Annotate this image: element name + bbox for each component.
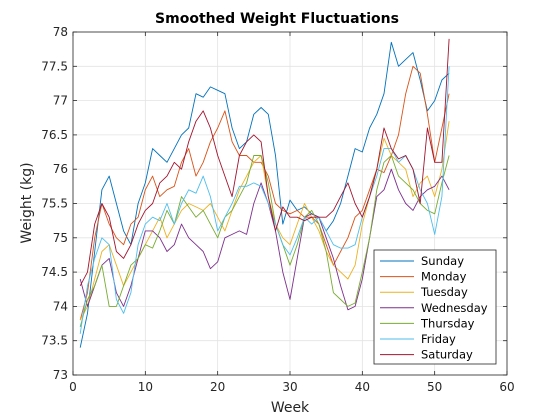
legend-label: Tuesday: [420, 285, 468, 299]
y-tick-label: 74.5: [41, 265, 68, 279]
series-line-saturday: [79, 38, 450, 287]
legend-box: [373, 249, 497, 365]
legend-label: Friday: [421, 332, 456, 346]
y-tick-label: 78: [53, 25, 68, 39]
legend-label: Sunday: [421, 254, 464, 268]
axis-ticks: 0 10 20 30 40 50 60 73 73.5 74 74.5 75 75.5 76 76.5 77 7…: [41, 25, 514, 394]
legend-label: Saturday: [421, 348, 473, 362]
y-tick-label: 75.5: [41, 197, 68, 211]
series-line-wednesday: [79, 168, 450, 311]
x-tick-label: 30: [282, 380, 297, 394]
y-tick-label: 74: [53, 299, 68, 313]
series-line-friday: [79, 66, 450, 334]
x-tick-label: 10: [138, 380, 153, 394]
legend-label: Thursday: [420, 316, 475, 330]
legend-label: Monday: [421, 270, 467, 284]
x-tick-label: 50: [427, 380, 442, 394]
y-tick-label: 73: [53, 368, 68, 382]
y-tick-label: 76.5: [41, 128, 68, 142]
y-tick-label: 73.5: [41, 334, 68, 348]
y-tick-label: 75: [53, 231, 68, 245]
x-tick-label: 0: [69, 380, 77, 394]
x-axis-label: Week: [271, 400, 310, 416]
y-tick-label: 77.5: [41, 59, 68, 73]
y-axis-label: Weight (kg): [19, 162, 35, 243]
series-lines: [79, 38, 450, 348]
legend-label: Wednesday: [421, 301, 488, 315]
y-tick-label: 76: [53, 162, 68, 176]
x-tick-label: 40: [355, 380, 370, 394]
chart-title: Smoothed Weight Fluctuations: [155, 11, 399, 27]
series-line-sunday: [79, 41, 450, 348]
x-tick-label: 20: [210, 380, 225, 394]
x-tick-label: 60: [499, 380, 514, 394]
y-tick-label: 77: [53, 94, 68, 108]
